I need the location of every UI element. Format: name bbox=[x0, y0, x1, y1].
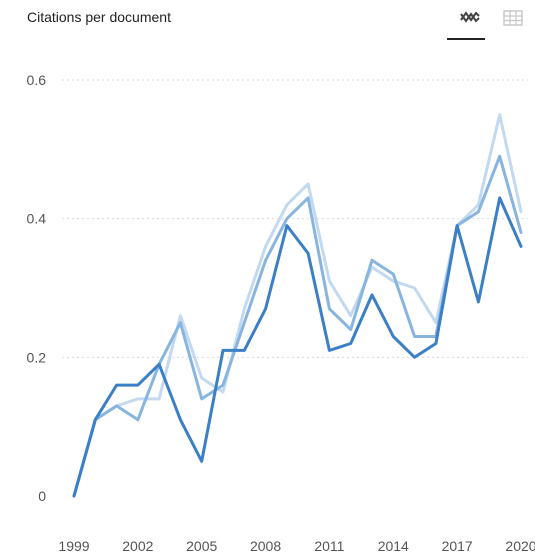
table-view-button[interactable] bbox=[491, 0, 535, 40]
series-line-1 bbox=[72, 113, 523, 498]
x-tick-label: 2008 bbox=[250, 538, 281, 553]
series-line-2 bbox=[72, 154, 523, 498]
x-tick-label: 2020 bbox=[505, 538, 535, 553]
y-tick-label: 0.2 bbox=[27, 349, 47, 365]
x-tick-label: 2002 bbox=[122, 538, 153, 553]
table-grid-icon bbox=[503, 10, 523, 26]
x-tick-label: 2014 bbox=[378, 538, 409, 553]
x-tick-label: 2011 bbox=[314, 538, 344, 553]
series-line-3 bbox=[72, 196, 523, 498]
line-chart-view-button[interactable] bbox=[447, 0, 491, 40]
y-tick-label: 0.4 bbox=[27, 211, 47, 227]
citations-line-chart: 0 0.2 0.4 0.6 1999 2002 2005 2008 2011 2014 2017 20… bbox=[27, 72, 535, 553]
line-chart-icon bbox=[460, 11, 480, 23]
x-tick-label: 1999 bbox=[58, 538, 89, 553]
chart-title: Citations per document bbox=[27, 9, 171, 25]
y-tick-label: 0 bbox=[38, 488, 46, 504]
y-tick-label: 0.6 bbox=[27, 72, 47, 88]
x-tick-label: 2005 bbox=[186, 538, 217, 553]
view-toggle bbox=[447, 0, 535, 40]
x-tick-label: 2017 bbox=[442, 538, 473, 553]
chart-header: Citations per document bbox=[0, 0, 535, 40]
